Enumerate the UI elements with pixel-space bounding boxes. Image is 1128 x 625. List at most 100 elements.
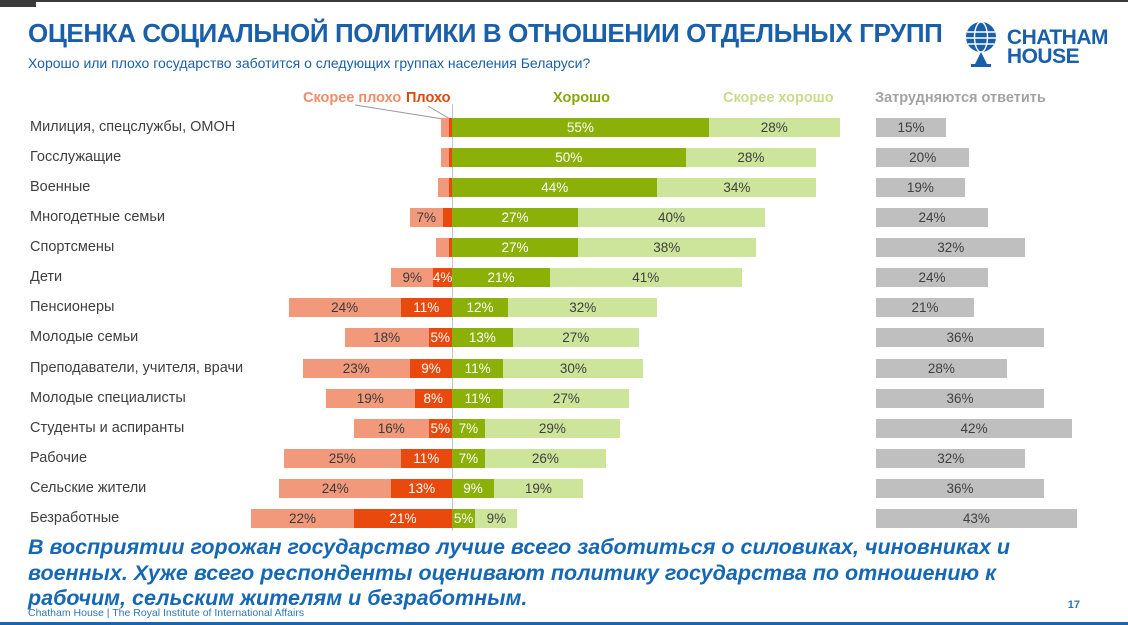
bar-value-label: 41%	[632, 270, 660, 286]
bar-segment-good: 27%	[452, 238, 579, 258]
bar-segment-rather-bad: 19%	[325, 388, 415, 408]
bar-segment-rather-bad: 24%	[279, 478, 392, 498]
bar-segment-good: 55%	[452, 118, 709, 137]
bar-segment-rather-good: 27%	[503, 388, 630, 408]
bar-segment-rather-bad	[441, 148, 450, 168]
bar-segment-rather-bad	[435, 238, 450, 258]
bar-segment-bad	[449, 148, 452, 168]
page-subtitle: Хорошо или плохо государство заботится о…	[28, 55, 591, 71]
bar-segment-good: 12%	[452, 298, 509, 318]
bar-segment-rather-good: 28%	[685, 148, 817, 168]
bar-segment-hard-to-answer: 32%	[876, 238, 1026, 258]
bar-segment-rather-good: 27%	[512, 328, 639, 348]
category-label: Молодые семьи	[30, 329, 139, 346]
bar-value-label: 28%	[760, 120, 788, 135]
bar-segment-bad	[449, 238, 452, 258]
page-number: 17	[1067, 599, 1080, 611]
chatham-house-logo: CHATHAM HOUSE	[960, 20, 1109, 73]
takeaway-text: В восприятии горожан государство лучше в…	[28, 535, 1011, 610]
bar-segment-good: 11%	[452, 388, 504, 408]
bar-value-label: 11%	[464, 390, 491, 406]
legend-leader-lines-icon	[354, 104, 451, 120]
bar-segment-hard-to-answer: 19%	[876, 178, 965, 198]
bar-segment-good: 13%	[452, 328, 513, 348]
bar-segment-rather-bad: 22%	[251, 508, 354, 528]
bar-segment-good: 27%	[452, 208, 579, 228]
bar-value-label: 38%	[653, 240, 681, 256]
bar-segment-hard-to-answer: 24%	[876, 268, 989, 288]
category-label: Госслужащие	[30, 149, 122, 166]
bar-segment-rather-good: 9%	[475, 508, 518, 528]
bar-value-label: 7%	[416, 210, 437, 226]
bar-segment-good: 21%	[452, 268, 551, 288]
bar-value-label: 43%	[962, 510, 990, 526]
bar-value-label: 12%	[466, 300, 494, 316]
bar-segment-hard-to-answer: 20%	[876, 148, 970, 168]
bar-value-label: 24%	[321, 480, 349, 496]
bar-segment-good: 44%	[452, 178, 658, 198]
bar-value-label: 9%	[463, 480, 483, 496]
category-label: Многодетные семьи	[30, 209, 166, 226]
bar-value-label: 11%	[464, 360, 491, 376]
bar-segment-good: 5%	[452, 508, 476, 528]
bar-segment-good: 11%	[452, 358, 504, 378]
bar-segment-good: 50%	[452, 148, 686, 168]
bar-segment-bad: 13%	[391, 478, 452, 498]
bar-segment-rather-bad: 16%	[353, 418, 429, 438]
legend-good: Хорошо	[553, 90, 610, 106]
bar-segment-hard-to-answer: 28%	[876, 358, 1007, 378]
bar-segment-bad: 4%	[433, 268, 452, 288]
category-label: Пенсионеры	[30, 299, 115, 316]
bar-segment-good: 9%	[452, 478, 495, 498]
bar-value-label: 5%	[453, 510, 474, 526]
logo-text: CHATHAM HOUSE	[1007, 27, 1109, 67]
bar-value-label: 24%	[331, 300, 359, 316]
bar-segment-rather-good: 30%	[503, 358, 644, 378]
bar-value-label: 15%	[897, 120, 925, 135]
bar-value-label: 5%	[430, 420, 451, 436]
bar-segment-hard-to-answer: 36%	[876, 388, 1045, 408]
bar-segment-hard-to-answer: 36%	[876, 328, 1045, 348]
bar-value-label: 19%	[356, 390, 384, 406]
bar-segment-rather-bad: 7%	[409, 208, 443, 228]
bar-value-label: 27%	[562, 330, 590, 346]
bar-value-label: 32%	[937, 240, 965, 256]
category-label: Сельские жители	[30, 479, 147, 496]
bar-segment-rather-bad: 24%	[288, 298, 401, 318]
footer-attribution: Chatham House | The Royal Institute of I…	[28, 607, 305, 619]
bar-value-label: 13%	[468, 330, 496, 346]
bar-value-label: 11%	[413, 300, 440, 316]
category-label: Безработные	[30, 509, 120, 526]
bar-value-label: 9%	[486, 510, 507, 526]
bar-value-label: 29%	[538, 420, 566, 436]
bar-segment-hard-to-answer: 36%	[876, 478, 1045, 498]
bar-value-label: 36%	[946, 480, 974, 496]
category-label: Рабочие	[30, 449, 88, 466]
bar-segment-good: 7%	[452, 418, 485, 438]
bar-segment-rather-good: 41%	[550, 268, 742, 288]
legend-rather-bad: Скорее плохо	[303, 90, 402, 106]
bar-segment-rather-bad	[437, 178, 450, 198]
bar-segment-bad: 9%	[409, 358, 452, 378]
bar-segment-rather-good: 38%	[578, 238, 756, 258]
bar-segment-bad: 5%	[428, 418, 452, 438]
bar-value-label: 8%	[423, 390, 444, 406]
bar-segment-good: 7%	[452, 448, 485, 468]
bar-value-label: 26%	[531, 450, 559, 466]
bar-value-label: 32%	[937, 450, 965, 466]
top-border-notch	[0, 2, 36, 7]
category-label: Спортсмены	[30, 239, 115, 256]
bar-segment-hard-to-answer: 24%	[876, 208, 989, 228]
bar-value-label: 55%	[566, 120, 594, 135]
bar-value-label: 40%	[657, 210, 685, 226]
bar-value-label: 7%	[458, 420, 479, 436]
bar-segment-rather-good: 34%	[657, 178, 817, 198]
globe-icon	[960, 20, 1002, 73]
bar-segment-bad	[449, 118, 452, 137]
bar-value-label: 24%	[918, 210, 946, 226]
bar-segment-rather-good: 32%	[508, 298, 658, 318]
bar-value-label: 28%	[737, 150, 765, 166]
bar-segment-rather-good: 40%	[578, 208, 765, 228]
category-label: Преподаватели, учителя, врачи	[30, 359, 244, 376]
bar-value-label: 20%	[909, 150, 937, 166]
